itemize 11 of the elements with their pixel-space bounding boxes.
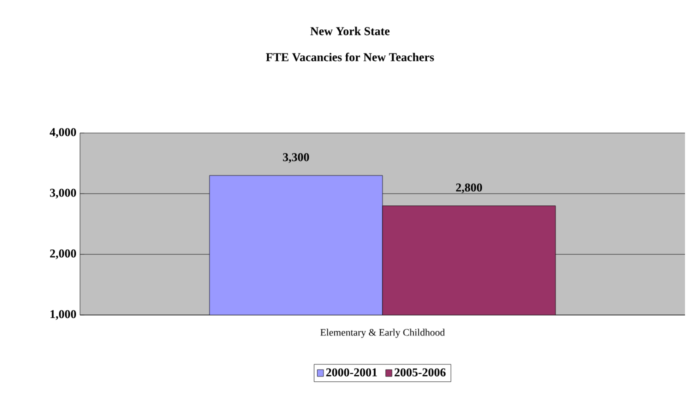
chart-subtitle: FTE Vacancies for New Teachers <box>266 52 434 62</box>
chart-title: New York State <box>310 26 390 36</box>
y-tick-label: 3,000 <box>50 188 76 199</box>
data-label: 2,800 <box>456 183 482 194</box>
legend-label: 2000-2001 <box>326 368 377 376</box>
y-tick-label: 4,000 <box>50 128 76 138</box>
legend-label: 2005-2006 <box>394 368 446 376</box>
y-tick-label: 2,000 <box>50 249 76 260</box>
data-label: 3,300 <box>283 153 309 163</box>
x-tick-label: Elementary & Early Childhood <box>320 328 445 338</box>
y-tick-label: 1,000 <box>50 310 76 320</box>
